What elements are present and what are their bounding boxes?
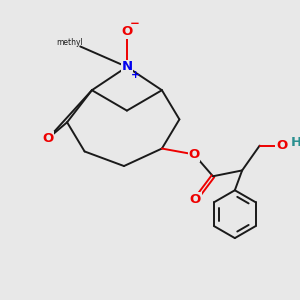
Text: H: H	[290, 136, 300, 149]
Text: +: +	[131, 70, 140, 80]
Text: O: O	[190, 193, 201, 206]
Text: −: −	[130, 17, 140, 30]
Text: O: O	[276, 139, 287, 152]
Text: O: O	[43, 132, 54, 145]
Text: O: O	[121, 26, 133, 38]
Text: methyl: methyl	[56, 38, 82, 46]
Text: O: O	[188, 148, 200, 161]
Text: N: N	[121, 60, 133, 74]
